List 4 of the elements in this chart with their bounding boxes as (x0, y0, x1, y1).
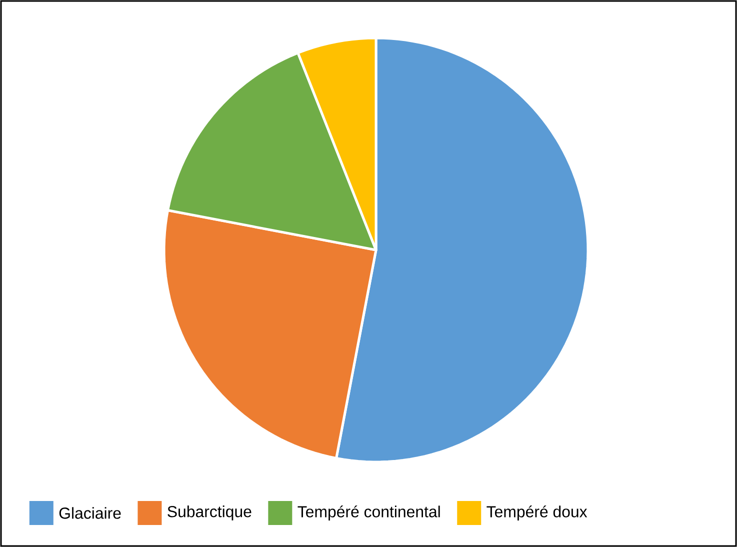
legend-label: Tempéré doux (486, 505, 588, 521)
legend-label: Tempéré continental (298, 505, 440, 521)
legend-label: Subarctique (168, 506, 252, 520)
legend-label: Glaciaire (59, 507, 121, 519)
